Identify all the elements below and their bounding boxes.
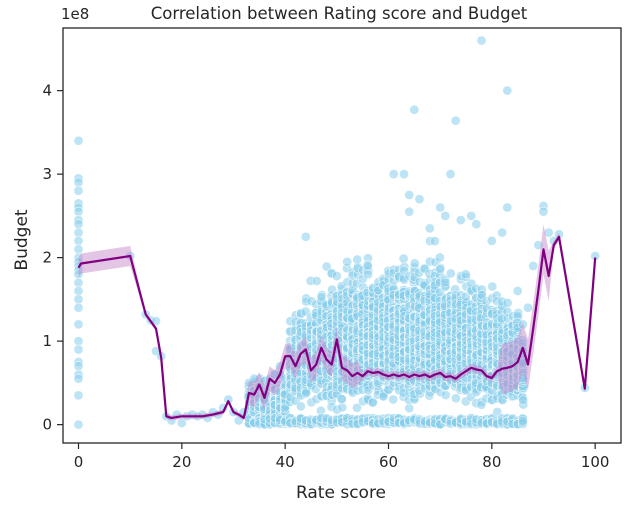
scatter-point bbox=[73, 185, 84, 196]
scatter-point bbox=[445, 169, 456, 179]
scatter-point bbox=[73, 419, 84, 430]
scatter-point bbox=[311, 276, 322, 286]
scatter-point bbox=[476, 35, 487, 46]
scatter-point bbox=[466, 211, 477, 221]
scatter-point bbox=[336, 394, 347, 404]
scatter-point bbox=[517, 416, 528, 426]
scatter-point bbox=[538, 206, 549, 217]
scatter-point bbox=[73, 177, 84, 188]
scatter-point bbox=[399, 169, 409, 179]
scatter-point bbox=[435, 202, 446, 213]
scatter-point bbox=[424, 223, 435, 234]
scatter-point bbox=[73, 206, 84, 217]
scatter-point bbox=[73, 336, 84, 346]
scatter-point bbox=[404, 190, 415, 200]
scatter-point bbox=[301, 388, 311, 399]
scatter-point bbox=[460, 269, 471, 280]
scatter-point bbox=[440, 277, 451, 288]
scatter-point bbox=[352, 254, 363, 265]
scatter-point bbox=[486, 236, 497, 246]
scatter-point bbox=[331, 271, 342, 281]
scatter-point bbox=[404, 206, 415, 217]
scatter-point bbox=[280, 403, 290, 414]
scatter-point bbox=[367, 397, 378, 408]
scatter-point bbox=[435, 252, 445, 263]
scatter-point bbox=[388, 169, 399, 179]
scatter-point bbox=[512, 286, 523, 296]
scatter-point bbox=[337, 402, 348, 413]
scatter-point bbox=[73, 227, 84, 238]
scatter-point bbox=[362, 261, 373, 271]
scatter-point bbox=[450, 115, 461, 126]
y-tick-label: 1 bbox=[42, 332, 52, 350]
chart-title: Correlation between Rating score and Bud… bbox=[151, 4, 528, 23]
scatter-point bbox=[440, 390, 451, 400]
scatter-point bbox=[528, 261, 539, 271]
x-tick-label: 20 bbox=[172, 453, 191, 471]
scatter-point bbox=[518, 395, 529, 406]
scatter-point bbox=[502, 202, 513, 213]
scatter-point bbox=[497, 227, 508, 238]
scatter-point bbox=[73, 390, 84, 401]
scatter-point bbox=[455, 215, 466, 225]
scatter-point bbox=[471, 219, 482, 230]
scatter-point bbox=[73, 373, 84, 384]
x-tick-label: 0 bbox=[74, 453, 84, 471]
scatter-point bbox=[73, 219, 84, 230]
x-tick-label: 60 bbox=[379, 453, 398, 471]
y-tick-label: 2 bbox=[42, 249, 52, 267]
scatter-point bbox=[363, 269, 373, 280]
x-axis-ticks: 0 20 40 60 80 100 bbox=[74, 443, 610, 471]
scatter-point bbox=[73, 135, 84, 146]
x-axis-label: Rate score bbox=[296, 483, 386, 503]
scatter-point bbox=[487, 281, 498, 292]
scatter-point bbox=[409, 104, 420, 115]
scatter-point bbox=[440, 211, 451, 221]
scatter-point bbox=[73, 361, 84, 372]
scatter-point bbox=[502, 298, 513, 308]
y-tick-label: 0 bbox=[42, 416, 52, 434]
scatter-point bbox=[378, 391, 389, 402]
scatter-point bbox=[73, 319, 84, 330]
scatter-point bbox=[435, 264, 445, 275]
scatter-point bbox=[409, 258, 420, 269]
scatter-point bbox=[73, 344, 84, 355]
scatter-point bbox=[321, 261, 332, 272]
scatter-point bbox=[404, 403, 415, 414]
scatter-point bbox=[445, 268, 456, 279]
x-tick-label: 80 bbox=[482, 453, 501, 471]
scatter-point bbox=[523, 302, 533, 313]
x-tick-label: 100 bbox=[581, 453, 610, 471]
scatter-point bbox=[316, 292, 327, 303]
scatter-point bbox=[451, 393, 461, 404]
scatter-point bbox=[352, 402, 362, 413]
scatter-point bbox=[73, 286, 84, 296]
scatter-point bbox=[300, 231, 311, 242]
y-tick-label: 3 bbox=[42, 165, 52, 183]
scatter-point bbox=[73, 294, 84, 305]
scatter-point bbox=[342, 256, 353, 267]
scatter-point bbox=[73, 236, 84, 246]
scatter-point bbox=[296, 401, 306, 412]
y-axis-offset-label: 1e8 bbox=[61, 5, 89, 23]
y-axis-ticks: 0 1 2 3 4 bbox=[42, 82, 63, 434]
scatter-point bbox=[430, 236, 440, 246]
scatter-point bbox=[73, 277, 84, 288]
x-tick-label: 40 bbox=[276, 453, 295, 471]
y-axis-label: Budget bbox=[12, 209, 32, 270]
scatter-point bbox=[73, 244, 84, 255]
scatter-point bbox=[73, 302, 84, 313]
scatter-point bbox=[414, 194, 425, 205]
scatter-point bbox=[388, 394, 399, 405]
y-tick-label: 4 bbox=[42, 82, 52, 100]
scatter-point bbox=[502, 85, 513, 96]
scatter-point bbox=[398, 253, 409, 264]
